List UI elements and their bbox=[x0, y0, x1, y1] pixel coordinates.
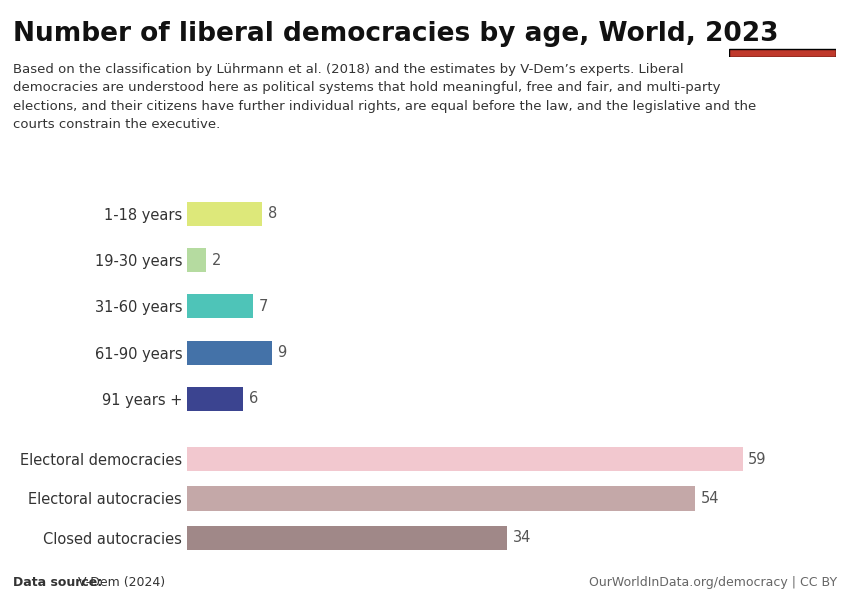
FancyBboxPatch shape bbox=[729, 49, 836, 57]
Text: OurWorldInData.org/democracy | CC BY: OurWorldInData.org/democracy | CC BY bbox=[589, 576, 837, 589]
Text: V-Dem (2024): V-Dem (2024) bbox=[74, 576, 165, 589]
Text: Data source:: Data source: bbox=[13, 576, 102, 589]
Bar bbox=[187, 526, 507, 550]
Text: Number of liberal democracies by age, World, 2023: Number of liberal democracies by age, Wo… bbox=[13, 21, 779, 47]
Text: 34: 34 bbox=[513, 530, 531, 545]
Text: 7: 7 bbox=[258, 299, 268, 314]
Text: 54: 54 bbox=[701, 491, 720, 506]
Bar bbox=[187, 447, 743, 471]
Text: 9: 9 bbox=[277, 345, 286, 360]
Text: Our World
in Data: Our World in Data bbox=[749, 8, 816, 37]
Bar bbox=[187, 341, 272, 365]
Text: 2: 2 bbox=[212, 253, 221, 268]
Bar bbox=[187, 295, 253, 319]
Bar bbox=[187, 487, 695, 511]
Bar bbox=[187, 202, 263, 226]
Text: Based on the classification by Lührmann et al. (2018) and the estimates by V-Dem: Based on the classification by Lührmann … bbox=[13, 63, 756, 131]
Bar bbox=[187, 248, 206, 272]
Text: 8: 8 bbox=[268, 206, 277, 221]
Bar bbox=[187, 387, 243, 411]
Text: 59: 59 bbox=[748, 452, 767, 467]
Text: 6: 6 bbox=[249, 391, 258, 406]
